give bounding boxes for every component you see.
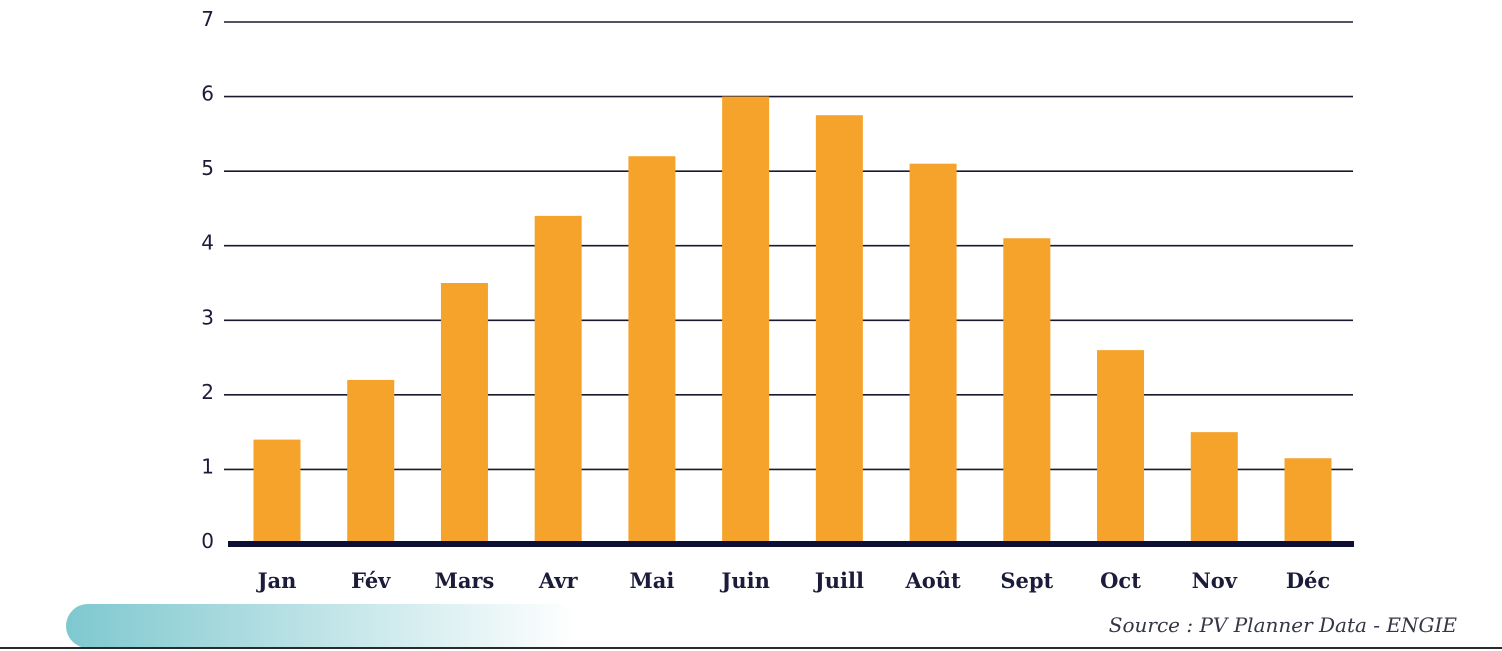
y-tick-label: 4	[201, 231, 214, 255]
source-note: Source : PV Planner Data - ENGIE	[1109, 613, 1458, 637]
x-tick-label: Nov	[1192, 568, 1238, 593]
bar-9	[1003, 238, 1051, 544]
bar-11	[1190, 432, 1238, 544]
bar-3	[440, 283, 488, 544]
y-tick-label: 5	[201, 156, 214, 180]
y-tick-label: 2	[201, 380, 214, 404]
bottom-rule	[0, 647, 1502, 649]
y-tick-label: 7	[201, 7, 214, 31]
y-tick-label: 1	[201, 454, 214, 478]
x-tick-label: Déc	[1286, 568, 1330, 593]
x-tick-label: Avr	[538, 568, 579, 593]
x-axis-ticks: Jan Fév Mars Avr Mai Juin Juill Août Sept Oct Nov D…	[256, 568, 1331, 593]
bar-8	[909, 163, 957, 544]
x-tick-label: Juill	[813, 568, 864, 593]
bar-5	[628, 156, 676, 544]
bar-7	[815, 115, 863, 544]
bar-2	[347, 379, 395, 544]
bar-12	[1284, 458, 1332, 544]
bar-1	[253, 439, 301, 544]
bar-6	[722, 96, 770, 545]
x-tick-label: Juin	[719, 568, 769, 593]
y-tick-label: 0	[201, 529, 214, 553]
x-axis-baseline	[228, 541, 1354, 547]
x-tick-label: Oct	[1100, 568, 1141, 593]
accent-band	[66, 604, 576, 648]
x-tick-label: Août	[904, 568, 961, 593]
x-tick-label: Jan	[256, 568, 297, 593]
x-tick-label: Mars	[435, 568, 495, 593]
x-tick-label: Sept	[1000, 568, 1053, 593]
y-tick-label: 3	[201, 305, 214, 329]
gridlines	[224, 21, 1353, 471]
bar-4	[534, 215, 582, 544]
y-axis-ticks: 0 1 2 3 4 5 6 7	[201, 7, 214, 553]
bar-10	[1097, 350, 1145, 544]
bars	[253, 96, 1332, 545]
y-tick-label: 6	[201, 82, 214, 106]
x-tick-label: Mai	[629, 568, 674, 593]
x-tick-label: Fév	[351, 568, 391, 593]
